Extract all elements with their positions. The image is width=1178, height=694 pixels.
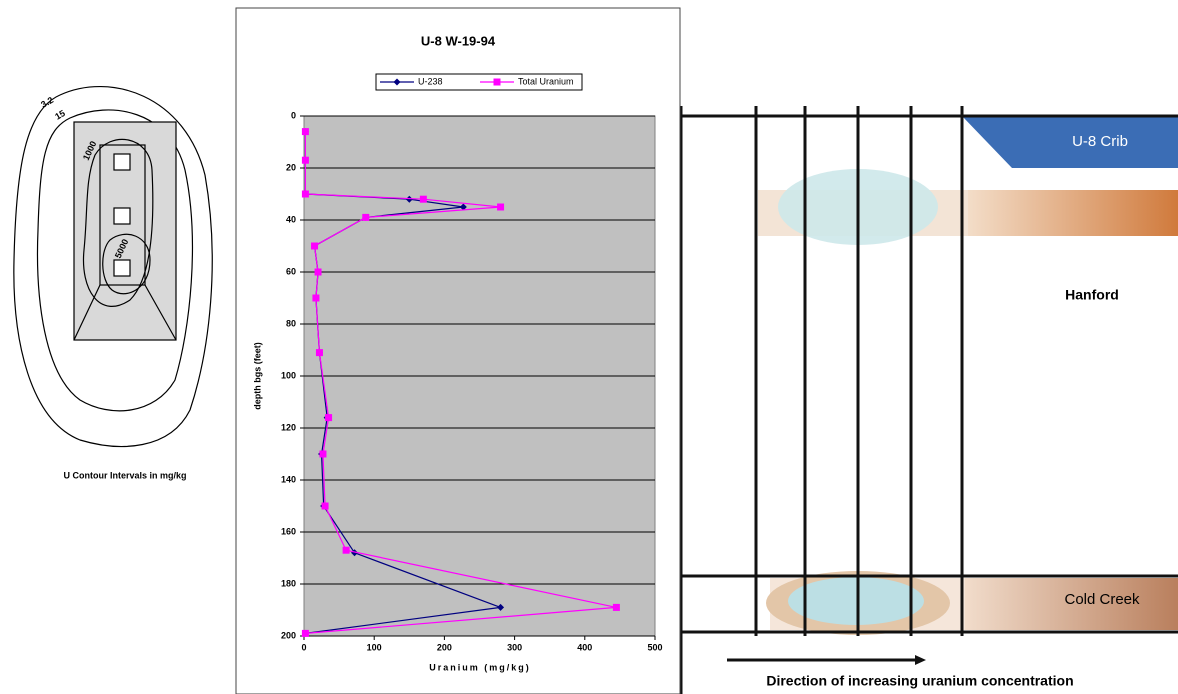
x-tick-label: 300 [507, 642, 522, 652]
chart-title: U-8 W-19-94 [421, 33, 496, 48]
x-tick-label: 500 [647, 642, 662, 652]
figure: 3.2 15 1000 5000 U Contour Intervals in … [0, 0, 1178, 694]
crib [962, 116, 1178, 168]
y-tick-label: 80 [286, 318, 296, 328]
contour-label: 3.2 [39, 95, 55, 110]
data-point [302, 128, 309, 135]
data-point [322, 503, 329, 510]
x-tick-label: 100 [367, 642, 382, 652]
y-tick-label: 60 [286, 266, 296, 276]
x-tick-label: 0 [301, 642, 306, 652]
legend-label: Total Uranium [518, 76, 574, 86]
crib-cell [114, 154, 130, 170]
arrow-label: Direction of increasing uranium concentr… [766, 673, 1073, 689]
y-tick-label: 0 [291, 110, 296, 120]
y-tick-label: 180 [281, 578, 296, 588]
crib-cell [114, 260, 130, 276]
x-axis-label: Uranium (mg/kg) [429, 662, 531, 672]
y-tick-label: 100 [281, 370, 296, 380]
data-point [494, 79, 501, 86]
data-point [302, 630, 309, 637]
data-point [316, 349, 323, 356]
cold-creek-label: Cold Creek [1064, 591, 1140, 608]
hanford-label: Hanford [1065, 287, 1119, 303]
data-point [362, 214, 369, 221]
y-tick-label: 120 [281, 422, 296, 432]
page: {"chart_data": {"type": "line", "title":… [0, 0, 1178, 694]
y-tick-label: 200 [281, 630, 296, 640]
crib-cell [114, 208, 130, 224]
y-tick-label: 140 [281, 474, 296, 484]
data-point [613, 604, 620, 611]
legend-label: U-238 [418, 76, 443, 86]
y-tick-label: 160 [281, 526, 296, 536]
hanford-layer [968, 190, 1178, 236]
data-point [302, 191, 309, 198]
plume-lower [788, 577, 924, 625]
y-tick-label: 40 [286, 214, 296, 224]
map-caption: U Contour Intervals in mg/kg [63, 470, 186, 480]
x-tick-label: 400 [577, 642, 592, 652]
contour-label: 15 [53, 108, 67, 122]
data-point [420, 196, 427, 203]
arrow-head [915, 655, 926, 665]
x-tick-label: 200 [437, 642, 452, 652]
data-point [497, 204, 504, 211]
data-point [302, 157, 309, 164]
crib-label: U-8 Crib [1072, 133, 1128, 150]
data-point [319, 451, 326, 458]
data-point [325, 414, 332, 421]
y-tick-label: 20 [286, 162, 296, 172]
schematic: U-8 Crib Hanford Cold Creek Direction of… [656, 106, 1178, 694]
contour-map [14, 87, 212, 447]
data-point [312, 295, 319, 302]
y-axis-label: depth bgs (feet) [252, 342, 262, 410]
data-point [311, 243, 318, 250]
data-point [343, 547, 350, 554]
data-point [315, 269, 322, 276]
